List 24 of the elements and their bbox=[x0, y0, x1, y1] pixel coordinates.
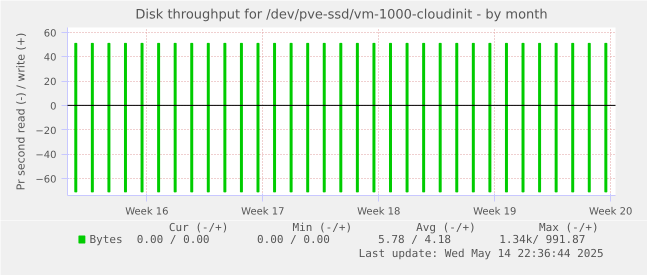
text: 5.78 / 4.18 bbox=[378, 233, 451, 246]
text: Cur (-/+) bbox=[168, 221, 228, 234]
text: Max (-/+) bbox=[538, 221, 599, 234]
text: Avg (-/+) bbox=[416, 221, 476, 234]
x-tick-label: Week 16 bbox=[125, 206, 169, 218]
y-tick-label: 20 bbox=[44, 77, 57, 88]
y-tick-label: 0 bbox=[50, 101, 57, 112]
text: 1.34k/ 991.87 bbox=[499, 233, 586, 246]
text: 0.00 / 0.00 bbox=[136, 233, 210, 246]
y-tick-label: −20 bbox=[35, 126, 57, 137]
x-tick-label: Week 19 bbox=[473, 206, 516, 218]
text: Min (-/+) bbox=[292, 221, 352, 234]
x-tick-label: Week 17 bbox=[241, 206, 284, 218]
text: Last update: Wed May 14 22:36:44 2025 bbox=[358, 247, 604, 260]
chart-title: Disk throughput for /dev/pve-ssd/vm-1000-cloudinit - by month bbox=[135, 8, 548, 22]
legend-label: Bytes bbox=[90, 233, 123, 246]
y-tick-label: −40 bbox=[35, 150, 57, 162]
y-tick-label: −60 bbox=[35, 174, 57, 186]
text: 0.00 / 0.00 bbox=[256, 233, 330, 246]
y-axis-title: Pr second read (-) / write (+) bbox=[14, 32, 28, 190]
y-tick-label: 60 bbox=[44, 28, 57, 40]
x-tick-label: Week 20 bbox=[589, 206, 632, 218]
x-tick-label: Week 18 bbox=[357, 206, 400, 218]
y-tick-label: 40 bbox=[44, 52, 57, 64]
